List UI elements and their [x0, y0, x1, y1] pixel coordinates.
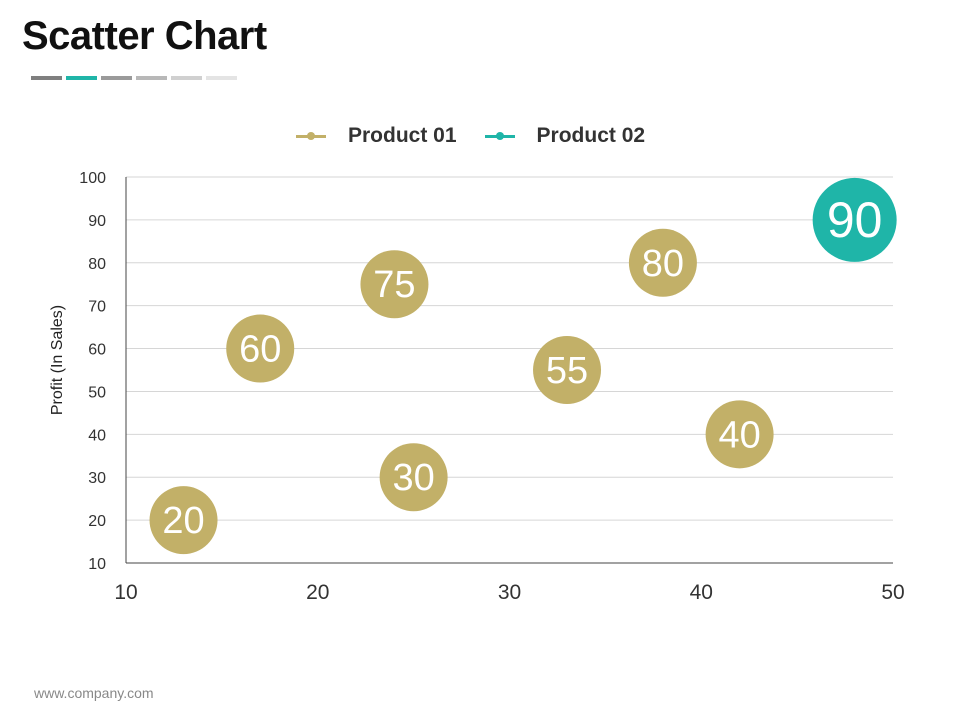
- data-label: 90: [827, 192, 883, 248]
- legend-swatch-product-02: [484, 132, 515, 140]
- x-tick-label: 10: [114, 581, 137, 604]
- data-label: 60: [239, 329, 281, 371]
- data-point: [533, 336, 602, 404]
- data-label: 40: [718, 414, 760, 456]
- y-tick-label: 100: [79, 170, 106, 187]
- y-tick-label: 50: [88, 384, 106, 401]
- x-tick-label: 50: [881, 581, 904, 604]
- data-label: 55: [546, 350, 588, 392]
- title-underline-segment: [136, 76, 167, 80]
- title-underline-segment: [101, 76, 132, 80]
- data-label: 20: [162, 500, 204, 542]
- data-point: [379, 443, 448, 512]
- page-title: Scatter Chart: [22, 14, 267, 58]
- x-tick-label: 20: [306, 581, 329, 604]
- y-axis-label: Profit (In Sales): [49, 305, 66, 415]
- y-tick-label: 20: [88, 513, 106, 530]
- data-point: [149, 486, 218, 555]
- x-tick-label: 40: [690, 581, 713, 604]
- y-tick-label: 70: [88, 299, 106, 316]
- legend-label-product-02: Product 02: [536, 124, 646, 147]
- y-tick-label: 90: [88, 213, 106, 230]
- data-label: 75: [373, 264, 415, 306]
- data-point: [705, 400, 774, 469]
- footer-url[interactable]: www.company.com: [34, 685, 154, 701]
- data-label: 80: [642, 243, 684, 285]
- legend-swatch-product-01: [296, 132, 326, 140]
- title-underline-segment: [171, 76, 202, 80]
- x-tick-label: 30: [498, 581, 521, 604]
- title-underline-segment: [66, 76, 97, 80]
- title-underline-segment: [206, 76, 237, 80]
- data-point: [226, 314, 295, 383]
- data-point: [812, 177, 897, 262]
- y-tick-label: 80: [88, 256, 106, 273]
- y-tick-label: 10: [88, 556, 106, 573]
- data-point: [360, 250, 429, 319]
- y-tick-label: 30: [88, 470, 106, 487]
- data-label: 30: [392, 457, 434, 499]
- legend-item-product-02[interactable]: Product 02: [484, 124, 646, 148]
- legend-item-product-01[interactable]: Product 01: [296, 124, 457, 148]
- title-underline: [31, 76, 237, 80]
- chart-legend: Product 01 Product 02: [296, 124, 673, 148]
- data-point: [628, 228, 697, 297]
- y-tick-label: 60: [88, 342, 106, 359]
- legend-label-product-01: Product 01: [348, 124, 457, 147]
- y-tick-label: 40: [88, 427, 106, 444]
- title-underline-segment: [31, 76, 62, 80]
